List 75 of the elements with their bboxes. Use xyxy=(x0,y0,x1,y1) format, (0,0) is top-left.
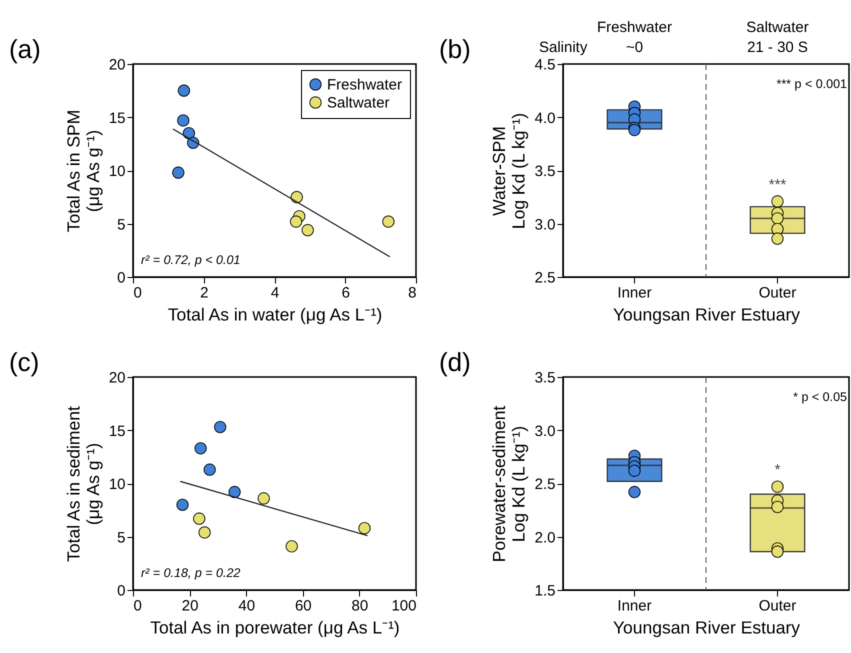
chart-title: (a) xyxy=(9,34,41,64)
point xyxy=(178,84,190,97)
annotation: * p < 0.05 xyxy=(793,390,848,404)
point xyxy=(290,216,302,228)
x-axis-title: Youngsan River Estuary xyxy=(612,618,800,638)
legend-label: Freshwater xyxy=(327,76,402,94)
x-tick-label: 0 xyxy=(134,598,142,614)
y-tick-label: 3.0 xyxy=(534,422,556,440)
y-tick-label: 15 xyxy=(108,110,126,127)
x-tick-label: Inner xyxy=(617,284,652,302)
point xyxy=(198,526,211,539)
annotation: *** p < 0.001 xyxy=(776,77,848,91)
y-tick-label: 0 xyxy=(117,582,126,600)
x-tick-label: 4 xyxy=(270,284,280,302)
x-tick-label: Outer xyxy=(758,284,796,302)
x-tick-label: Outer xyxy=(758,598,796,614)
y-tick-label: 10 xyxy=(108,163,126,180)
annotation: *** xyxy=(768,176,786,194)
y-tick-label: 20 xyxy=(108,56,126,74)
y-axis-title: Total As in SPM (μg As g⁻¹) xyxy=(63,110,103,232)
point xyxy=(214,420,226,434)
x-tick-label: 0 xyxy=(134,284,142,302)
point xyxy=(290,191,303,204)
point xyxy=(382,216,395,228)
annotation: * xyxy=(774,462,781,479)
y-tick-label: 1.5 xyxy=(534,582,556,600)
point xyxy=(228,486,241,498)
y-tick-label: 3.0 xyxy=(534,216,556,234)
y-axis-title: Water-SPM Log Kd (L kg⁻¹) xyxy=(489,112,529,230)
point xyxy=(204,464,216,476)
text: Freshwater ~0 xyxy=(596,19,672,56)
y-tick-label: 3.5 xyxy=(534,163,556,180)
point xyxy=(358,522,371,534)
x-tick-label: 8 xyxy=(408,284,416,302)
y-axis-title: Porewater-sediment Log Kd (L kg⁻¹) xyxy=(489,406,529,562)
point xyxy=(286,540,298,552)
point xyxy=(172,166,184,179)
y-tick-label: 5 xyxy=(117,216,126,234)
x-tick-label: 6 xyxy=(342,284,350,302)
x-tick-label: 100 xyxy=(391,598,416,614)
chart-title: (d) xyxy=(439,347,471,377)
chart-title: (b) xyxy=(439,34,471,64)
x-tick-label: Inner xyxy=(617,598,652,614)
annotation: r² = 0.72, p < 0.01 xyxy=(141,253,240,267)
x-axis-title: Total As in water (μg As L⁻¹) xyxy=(168,304,382,324)
y-tick-label: 10 xyxy=(108,476,126,493)
point xyxy=(193,512,206,525)
point xyxy=(258,492,270,504)
chart-title: (c) xyxy=(9,347,40,377)
x-tick-label: 80 xyxy=(352,598,368,614)
x-tick-label: 60 xyxy=(294,598,312,614)
x-tick-label: 2 xyxy=(200,284,208,302)
point xyxy=(302,224,314,236)
y-tick-label: 2.0 xyxy=(534,529,556,546)
y-tick-label: 20 xyxy=(108,370,126,386)
annotation: r² = 0.18, p = 0.22 xyxy=(141,566,240,580)
y-tick-label: 0 xyxy=(117,270,126,286)
text: Salinity xyxy=(539,39,588,56)
x-tick-label: 20 xyxy=(182,598,198,614)
y-tick-label: 4.5 xyxy=(534,56,556,74)
point xyxy=(177,114,190,127)
point xyxy=(194,442,207,454)
y-tick-label: 4.0 xyxy=(534,110,556,127)
text: Saltwater 21 - 30 S xyxy=(746,19,809,56)
y-tick-label: 3.5 xyxy=(534,370,556,386)
x-axis-title: Total As in porewater (μg As L⁻¹) xyxy=(150,618,400,638)
point xyxy=(176,498,189,511)
y-tick-label: 2.5 xyxy=(534,270,556,286)
y-tick-label: 5 xyxy=(117,529,126,546)
y-tick-label: 2.5 xyxy=(534,476,556,493)
x-axis-title: Youngsan River Estuary xyxy=(612,304,800,324)
legend-label: Saltwater xyxy=(327,94,390,112)
x-tick-label: 40 xyxy=(238,598,256,614)
y-tick-label: 15 xyxy=(108,422,126,440)
y-axis-title: Total As in sediment (μg As g⁻¹) xyxy=(63,406,103,562)
